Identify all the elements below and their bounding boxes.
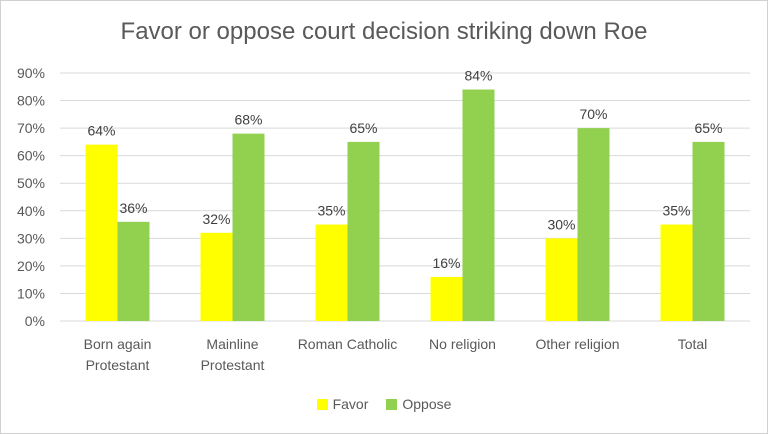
bar-oppose xyxy=(577,128,610,321)
bar-favor xyxy=(545,238,578,321)
legend-item-favor: Favor xyxy=(316,396,369,412)
legend-label: Oppose xyxy=(402,396,452,412)
y-tick-label: 50% xyxy=(17,175,45,191)
data-label-favor: 16% xyxy=(432,255,460,271)
data-label-favor: 30% xyxy=(547,216,575,232)
bar-favor xyxy=(430,276,463,321)
y-tick-label: 60% xyxy=(17,148,45,164)
y-tick-label: 20% xyxy=(17,258,45,274)
category-label: Total xyxy=(678,336,708,352)
category-label: Mainline xyxy=(206,336,258,352)
bar-favor xyxy=(200,232,233,321)
bar-oppose xyxy=(347,141,380,321)
data-label-oppose: 65% xyxy=(694,120,722,136)
bar-oppose xyxy=(117,221,150,321)
bar-oppose xyxy=(232,133,265,321)
category-label: Roman Catholic xyxy=(298,336,398,352)
category-label: No religion xyxy=(429,336,496,352)
data-label-oppose: 65% xyxy=(349,120,377,136)
data-label-favor: 32% xyxy=(202,211,230,227)
data-label-oppose: 36% xyxy=(119,200,147,216)
bar-oppose xyxy=(462,89,495,322)
data-label-oppose: 70% xyxy=(579,106,607,122)
category-label: Protestant xyxy=(201,357,265,373)
data-label-favor: 64% xyxy=(87,123,115,139)
y-tick-label: 70% xyxy=(17,120,45,136)
legend-item-oppose: Oppose xyxy=(386,396,451,412)
category-label: Protestant xyxy=(86,357,150,373)
legend-label: Favor xyxy=(332,396,369,412)
y-tick-label: 10% xyxy=(17,285,45,301)
data-label-oppose: 68% xyxy=(234,112,262,128)
category-label: Other religion xyxy=(535,336,619,352)
legend: Favor Oppose xyxy=(0,396,768,412)
legend-swatch xyxy=(386,398,398,410)
bar-favor xyxy=(660,224,693,321)
y-tick-label: 0% xyxy=(25,313,45,329)
y-tick-label: 90% xyxy=(17,65,45,81)
chart-title: Favor or oppose court decision striking … xyxy=(120,18,648,45)
bar-oppose xyxy=(692,141,725,321)
y-tick-label: 80% xyxy=(17,93,45,109)
data-label-oppose: 84% xyxy=(464,68,492,84)
data-label-favor: 35% xyxy=(662,203,690,219)
bar-favor xyxy=(315,224,348,321)
category-label: Born again xyxy=(84,336,152,352)
legend-swatch xyxy=(316,398,328,410)
y-tick-label: 30% xyxy=(17,230,45,246)
y-tick-label: 40% xyxy=(17,203,45,219)
data-label-favor: 35% xyxy=(317,203,345,219)
bar-favor xyxy=(85,144,118,321)
